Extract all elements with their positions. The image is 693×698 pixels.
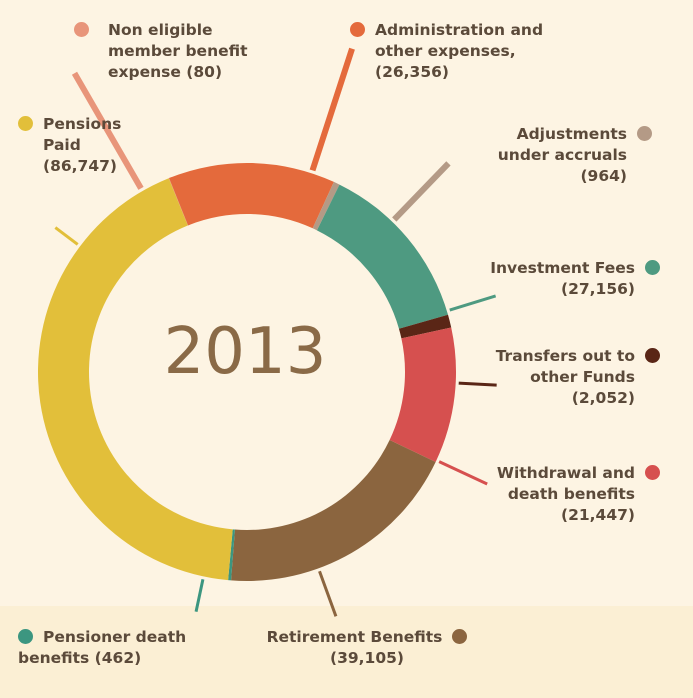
label-pensioner-death: Pensioner death benefits (462) — [18, 628, 187, 667]
legend-dot-transfers-out — [645, 348, 660, 363]
leader-line — [392, 161, 451, 222]
donut-slice — [228, 529, 235, 581]
legend-dot-investment-fees — [645, 260, 660, 275]
donut-slice — [389, 327, 456, 462]
leader-line — [458, 381, 497, 387]
label-transfers-out: Transfers out to other Funds (2,052) — [496, 346, 660, 409]
chart-title: 2013 — [163, 315, 327, 389]
label-investment-fees: Investment Fees (27,156) — [490, 258, 660, 300]
label-adjustments: Adjustments under accruals (964) — [498, 124, 652, 187]
leader-line — [71, 71, 144, 190]
leader-line — [449, 294, 497, 312]
legend-dot-retirement — [452, 629, 468, 644]
legend-dot-administration — [350, 22, 365, 37]
leader-line — [318, 570, 338, 617]
legend-dot-pensions-paid — [18, 116, 33, 131]
donut-slice — [37, 178, 233, 581]
donut-slice — [312, 181, 340, 231]
label-non-eligible: Non eligible member benefit expense (80) — [74, 20, 248, 83]
legend-dot-pensioner-death — [18, 629, 33, 644]
leader-line — [438, 460, 488, 486]
donut-slice — [316, 184, 449, 329]
donut-slice — [169, 163, 334, 229]
leader-line — [309, 47, 355, 172]
donut-slice — [231, 440, 436, 581]
leader-line — [194, 579, 205, 612]
label-administration: Administration and other expenses, (26,3… — [350, 20, 543, 83]
label-withdrawal: Withdrawal and death benefits (21,447) — [497, 463, 660, 526]
label-pensions-paid: Pensions Paid (86,747) — [18, 114, 121, 177]
donut-slice — [398, 314, 452, 339]
legend-dot-withdrawal — [645, 465, 660, 480]
legend-dot-non-eligible — [74, 22, 89, 37]
footer-band — [0, 606, 693, 698]
label-retirement: Retirement Benefits (39,105) — [262, 627, 472, 669]
legend-dot-adjustments — [637, 126, 652, 141]
leader-line — [54, 226, 79, 246]
